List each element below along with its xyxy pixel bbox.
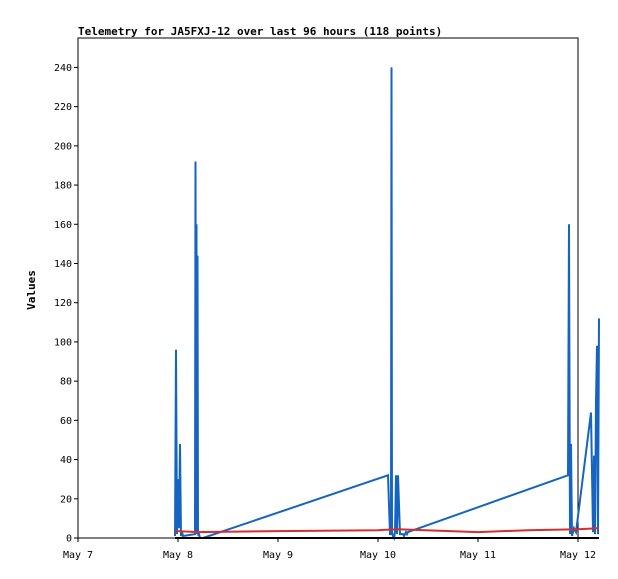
- x-axis-ticks: May 7 May 8 May 9 May 10 May 11 May 12: [63, 538, 596, 561]
- y-tick-label: 140: [54, 259, 72, 270]
- y-tick-label: 40: [60, 455, 72, 466]
- plot-area: [77, 37, 579, 539]
- y-tick-label: 100: [54, 337, 72, 348]
- series-layer: [174, 67, 600, 542]
- y-tick-label: 120: [54, 298, 72, 309]
- y-tick-label: 60: [60, 416, 72, 427]
- y-axis-label: Values: [25, 270, 38, 310]
- y-tick-label: 220: [54, 102, 72, 113]
- x-tick-label: May 8: [163, 550, 193, 561]
- y-tick-label: 80: [60, 377, 72, 388]
- chart-title: Telemetry for JA5FXJ-12 over last 96 hou…: [78, 25, 442, 38]
- series-line-2: [174, 527, 599, 534]
- y-tick-label: 200: [54, 141, 72, 152]
- x-tick-label: May 7: [63, 550, 93, 561]
- x-tick-label: May 12: [560, 550, 596, 561]
- y-tick-label: 0: [66, 534, 72, 545]
- y-tick-label: 240: [54, 63, 72, 74]
- y-tick-label: 180: [54, 181, 72, 192]
- x-tick-label: May 10: [360, 550, 396, 561]
- x-tick-label: May 9: [263, 550, 293, 561]
- y-tick-label: 160: [54, 220, 72, 231]
- y-axis-ticks: 0 20 40 60 80 100 120 140 160 180 200 220 240: [54, 63, 78, 545]
- y-tick-label: 20: [60, 494, 72, 505]
- x-tick-label: May 11: [460, 550, 496, 561]
